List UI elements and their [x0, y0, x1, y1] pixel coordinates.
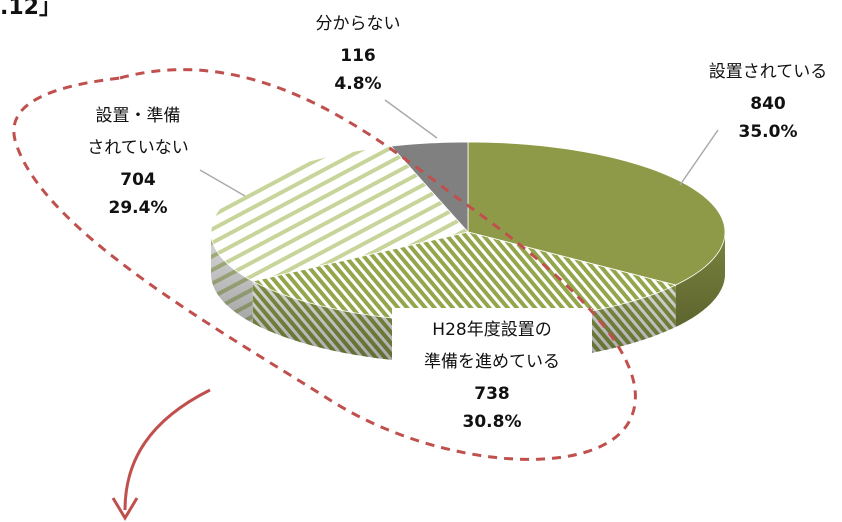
percent-label: 35.0% [739, 122, 798, 142]
slice [467, 141, 726, 286]
value-label: 116 [340, 46, 376, 66]
label-box [392, 308, 592, 450]
leader-line [384, 99, 438, 139]
value-label: 738 [474, 384, 510, 404]
label-text: 設置・準備 [96, 106, 181, 126]
slice [210, 145, 469, 282]
highlight-ellipse [12, 68, 637, 461]
slice-side-shade [211, 232, 253, 324]
percent-label: 29.4% [109, 198, 168, 218]
leader-line [199, 169, 246, 197]
slice [390, 141, 469, 234]
value-label: 704 [120, 170, 156, 190]
header-fragment: .12」 [0, 0, 61, 20]
slice-side-shade [675, 232, 725, 328]
label-text: 準備を進めている [424, 352, 560, 372]
percent-label: 4.8% [334, 74, 381, 94]
percent-label: 30.8% [463, 412, 522, 432]
label-text: 分からない [316, 14, 401, 34]
arrow-head [111, 497, 139, 521]
leader-line [679, 129, 719, 186]
label-text: されていない [87, 138, 189, 158]
label-text: H28年度設置の [432, 320, 551, 340]
value-label: 840 [750, 94, 786, 114]
label-text: 設置されている [709, 62, 828, 82]
arrow-shaft [123, 388, 211, 511]
